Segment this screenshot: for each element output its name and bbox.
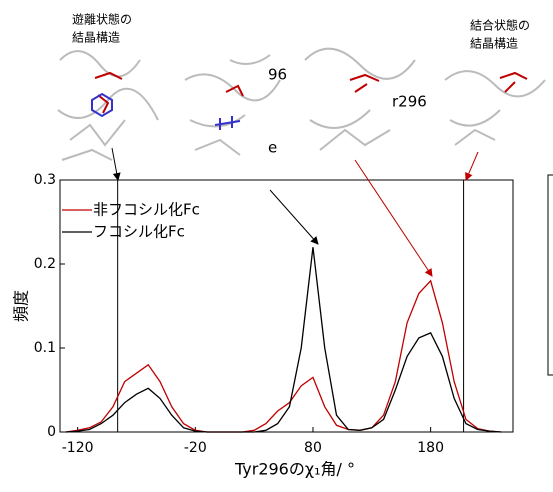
y-axis-label: 頻度 — [12, 290, 31, 322]
y-tick-label: 0.2 — [34, 256, 56, 272]
annotation: 結晶構造 — [72, 31, 120, 45]
x-tick-label: 80 — [304, 440, 322, 456]
x-tick-label: -20 — [184, 440, 207, 456]
annotation: r296 — [392, 93, 427, 111]
legend-label: フコシル化Fc — [93, 223, 185, 241]
x-tick-label: -120 — [62, 440, 94, 456]
side-box — [548, 175, 553, 375]
legend-label: 非フコシル化Fc — [93, 201, 200, 219]
annotation: 結晶構造 — [470, 37, 518, 51]
annotation: e — [268, 139, 277, 157]
annotation: 結合状態の — [470, 18, 530, 33]
structure-images — [58, 49, 545, 160]
y-tick-label: 0.3 — [34, 172, 56, 188]
chart: 遊離状態の 結晶構造 結合状態の 結晶構造 96 r296 e Tyr296のχ… — [0, 0, 553, 492]
x-tick-label: 180 — [417, 440, 444, 456]
annotation: 96 — [268, 66, 287, 84]
series-line — [66, 281, 501, 432]
y-tick-label: 0.1 — [34, 340, 56, 356]
x-axis-label: Tyr296のχ₁角/ ° — [234, 460, 355, 479]
series-line — [66, 247, 501, 432]
y-tick-label: 0 — [47, 424, 56, 440]
annotation: 遊離状態の — [72, 12, 132, 27]
